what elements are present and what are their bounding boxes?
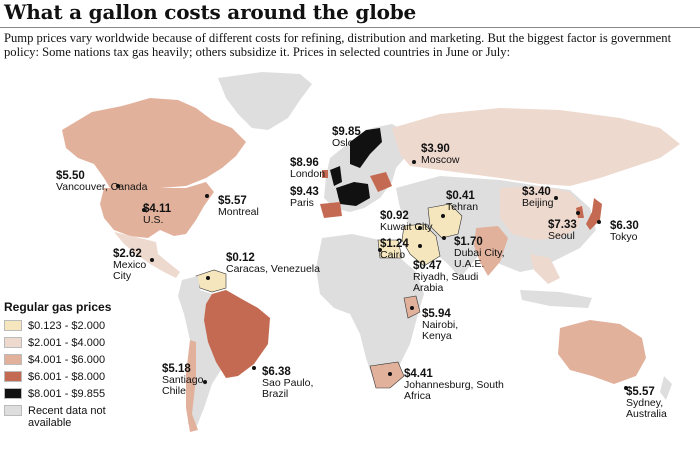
legend-item: $0.123 - $2.000: [4, 320, 118, 337]
label-tehran: $0.41 Tehran: [446, 190, 479, 213]
label-seoul: $7.33 Seoul: [548, 219, 577, 242]
china: [500, 186, 584, 240]
legend-swatch: [4, 371, 22, 382]
label-caracas: $0.12 Caracas, Venezuela: [226, 252, 320, 275]
label-mexico-city: $2.62 Mexico City: [113, 248, 147, 282]
egypt: [377, 239, 403, 259]
label-johannesburg: $4.41 Johannesburg, South Africa: [404, 368, 504, 402]
usa: [100, 182, 214, 238]
france-germany: [336, 182, 370, 206]
mexico: [114, 232, 180, 278]
legend-item: $2.001 - $4.000: [4, 337, 118, 354]
ireland: [322, 170, 328, 178]
label-dubai: $1.70 Dubai City, U.A.E.: [454, 236, 505, 270]
legend-swatch: [4, 337, 22, 348]
world-map: [62, 72, 680, 432]
legend-title: Regular gas prices: [4, 300, 112, 314]
legend-item: Recent data not available: [4, 405, 118, 433]
indonesia: [520, 290, 592, 308]
label-cairo: $1.24 Cairo: [380, 238, 409, 261]
legend: Regular gas prices $0.123 - $2.000 $2.00…: [4, 300, 118, 433]
norway-sweden: [350, 128, 382, 168]
label-santiago: $5.18 Santiago, Chile: [162, 363, 207, 397]
label-beijing: $3.40 Beijing: [522, 186, 554, 209]
australia: [558, 320, 646, 384]
canada: [62, 98, 246, 188]
label-tokyo: $6.30 Tokyo: [610, 220, 639, 243]
label-vancouver: $5.50 Vancouver, Canada: [56, 170, 148, 193]
legend-swatch: [4, 354, 22, 365]
spain: [320, 202, 342, 218]
label-riyadh: $0.47 Riyadh, Saudi Arabia: [413, 260, 479, 294]
label-london: $8.96 London: [290, 157, 326, 180]
southeast-asia: [530, 254, 560, 284]
label-paris: $9.43 Paris: [290, 186, 319, 209]
venezuela: [195, 269, 227, 293]
map-title: What a gallon costs around the globe: [4, 0, 417, 24]
label-sydney: $5.57 Sydney, Australia: [626, 386, 667, 420]
india: [474, 226, 508, 276]
new-zealand: [660, 376, 672, 400]
brazil: [204, 290, 270, 378]
poland-east: [370, 172, 392, 192]
south-africa: [369, 361, 405, 389]
label-us: $4.11 U.S.: [143, 203, 172, 226]
legend-item: $4.001 - $6.000: [4, 354, 118, 371]
label-montreal: $5.57 Montreal: [218, 195, 259, 218]
label-nairobi: $5.94 Nairobi, Kenya: [422, 308, 459, 342]
legend-swatch: [4, 320, 22, 331]
title-divider: [0, 27, 700, 28]
greenland: [218, 72, 312, 130]
label-sao-paulo: $6.38 Sao Paulo, Brazil: [262, 366, 314, 400]
chile: [186, 340, 198, 432]
iran: [427, 203, 463, 239]
label-oslo: $9.85 Oslo: [332, 126, 361, 149]
label-moscow: $3.90 Moscow: [421, 143, 460, 166]
africa: [316, 234, 424, 384]
russia: [392, 108, 680, 186]
label-kuwait-city: $0.92 Kuwait City: [380, 210, 433, 233]
legend-swatch: [4, 388, 22, 399]
intro-text: Pump prices vary worldwide because of di…: [4, 31, 672, 59]
legend-item: $6.001 - $8.000: [4, 371, 118, 388]
legend-swatch: [4, 405, 22, 416]
legend-item: $8.001 - $9.855: [4, 388, 118, 405]
